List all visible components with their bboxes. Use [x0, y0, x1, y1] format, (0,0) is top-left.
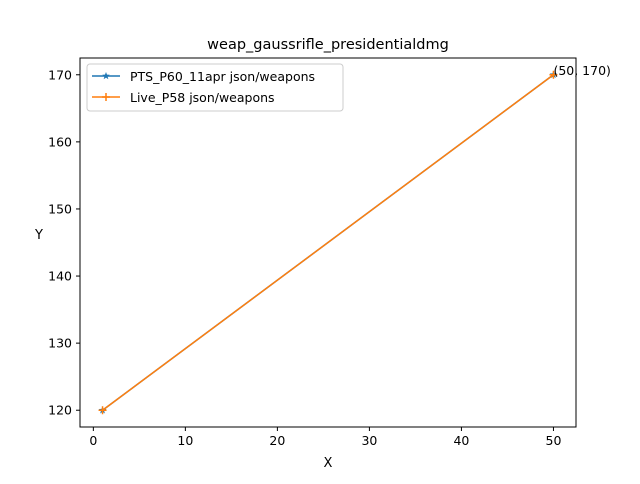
legend-marker-series-0	[102, 72, 110, 80]
y-tick-label: 140	[48, 269, 72, 284]
plot-frame	[79, 57, 577, 428]
x-tick-label: 40	[453, 433, 469, 448]
x-tick-label: 50	[546, 433, 562, 448]
legend-marker-series-1	[102, 93, 110, 101]
legend-box	[86, 63, 344, 112]
point-annotation: (50, 170)	[553, 63, 610, 78]
x-tick-label: 20	[269, 433, 285, 448]
y-tick-label: 150	[48, 201, 72, 216]
legend-label-series-0: PTS_P60_11apr json/weapons	[130, 69, 315, 84]
x-tick-label: 10	[177, 433, 193, 448]
y-tick-label: 160	[48, 134, 72, 149]
y-tick-label: 170	[48, 67, 72, 82]
data-point-plus	[549, 70, 558, 79]
series-layer: (50, 170)	[98, 63, 611, 415]
x-tick-label: 0	[89, 433, 97, 448]
legend-label-series-1: Live_P58 json/weapons	[130, 90, 275, 105]
y-axis-label: Y	[34, 228, 43, 243]
y-tick-label: 130	[48, 336, 72, 351]
chart-title: weap_gaussrifle_presidentialdmg	[207, 37, 449, 53]
ticks-layer: 0 10 20 30 40 50 120 130 140 150 160 170	[48, 67, 561, 448]
data-point-plus	[98, 406, 107, 415]
x-tick-label: 30	[361, 433, 377, 448]
x-axis-label: X	[324, 456, 333, 471]
legend: PTS_P60_11apr json/weapons Live_P58 json…	[86, 63, 344, 112]
series-line-1	[102, 74, 554, 411]
y-tick-label: 120	[48, 403, 72, 418]
